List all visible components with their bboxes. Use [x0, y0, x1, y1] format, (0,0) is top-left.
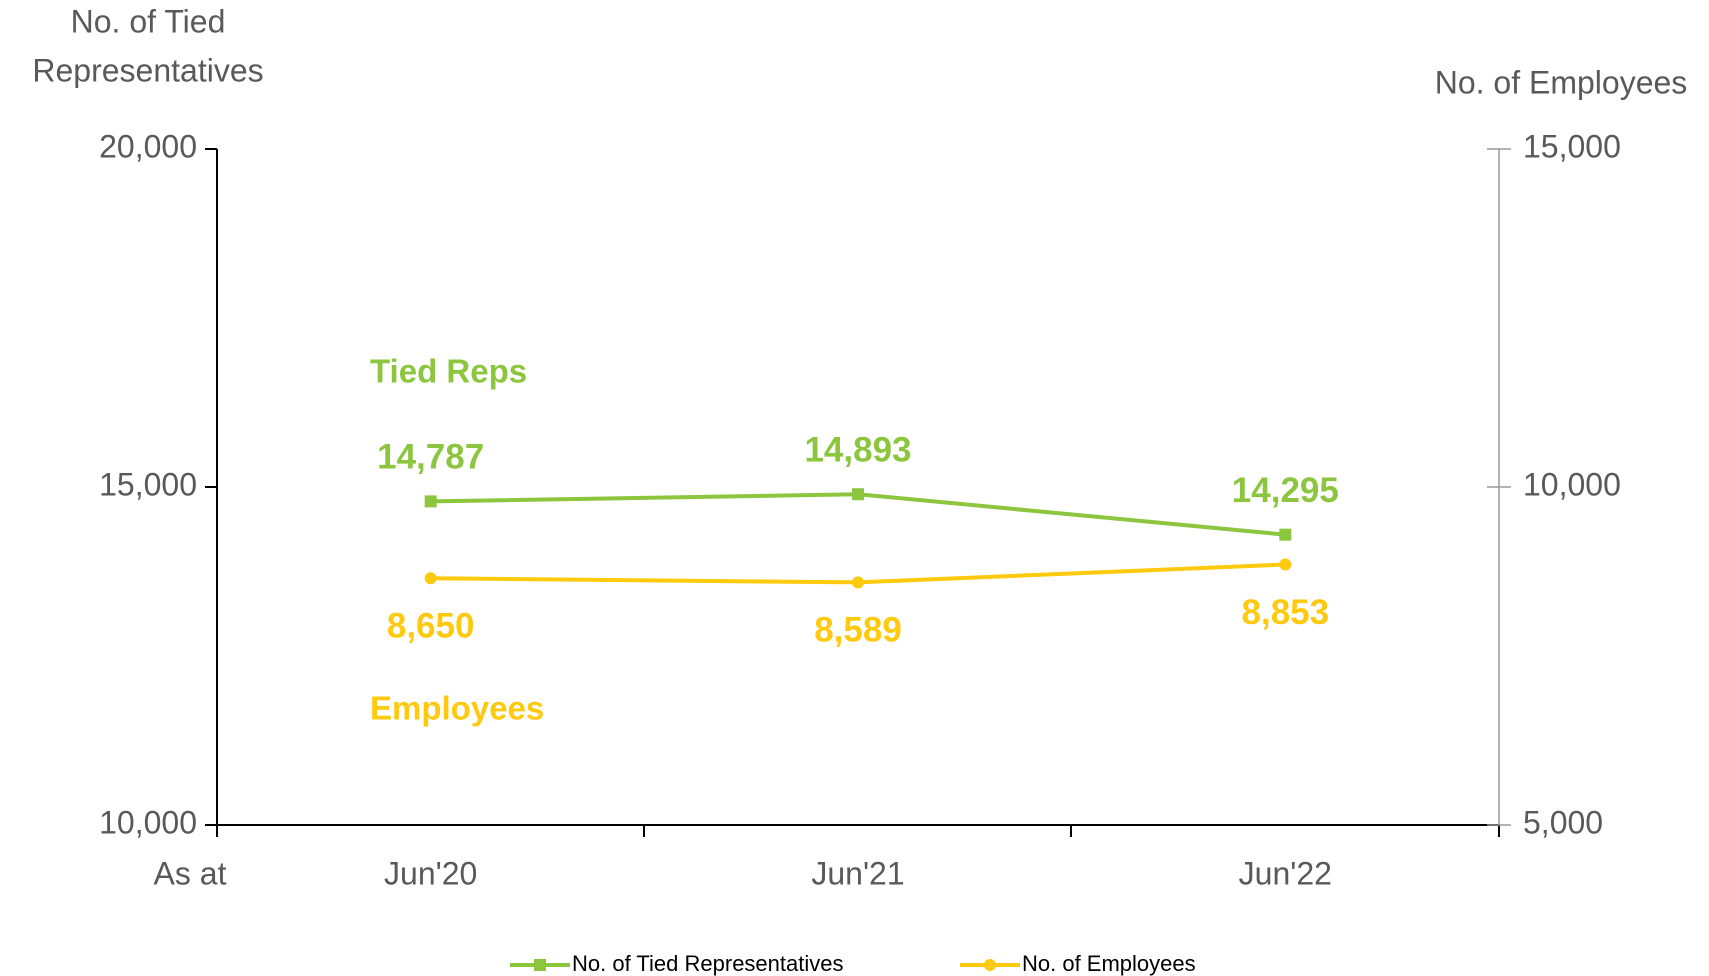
- x-tick-label: Jun'22: [1239, 855, 1332, 891]
- y2-tick-label: 10,000: [1523, 466, 1621, 502]
- marker: [424, 572, 437, 585]
- y-axis-label: Representatives: [32, 52, 263, 88]
- y-tick-label: 10,000: [99, 804, 197, 840]
- y-axis-label: No. of Tied: [71, 3, 226, 39]
- data-label: 8,650: [387, 607, 475, 646]
- annotation: Employees: [370, 690, 544, 727]
- data-label: 14,787: [377, 438, 484, 477]
- data-label: 14,893: [804, 430, 911, 469]
- x-tick-label: Jun'20: [384, 855, 477, 891]
- data-label: 8,853: [1242, 593, 1330, 632]
- x-axis-label: As at: [154, 855, 227, 891]
- y2-axis-label: No. of Employees: [1435, 64, 1688, 100]
- y-tick-label: 15,000: [99, 466, 197, 502]
- y2-tick-label: 5,000: [1523, 804, 1603, 840]
- marker: [1279, 558, 1292, 571]
- legend-marker: [534, 959, 546, 971]
- y2-tick-label: 15,000: [1523, 128, 1621, 164]
- annotation: Tied Reps: [370, 353, 527, 390]
- data-label: 14,295: [1232, 471, 1339, 510]
- legend-marker: [984, 959, 996, 971]
- series-line: [430, 492, 1286, 537]
- marker: [852, 576, 864, 589]
- x-tick-label: Jun'21: [811, 855, 904, 891]
- data-label: 8,589: [814, 611, 902, 650]
- x-axis-ticks: [216, 825, 1500, 837]
- y-tick-label: 20,000: [99, 128, 197, 164]
- legend-label: No. of Tied Representatives: [572, 951, 843, 976]
- marker: [1279, 528, 1292, 541]
- legend-label: No. of Employees: [1022, 951, 1196, 976]
- marker: [852, 488, 864, 501]
- marker: [424, 495, 437, 508]
